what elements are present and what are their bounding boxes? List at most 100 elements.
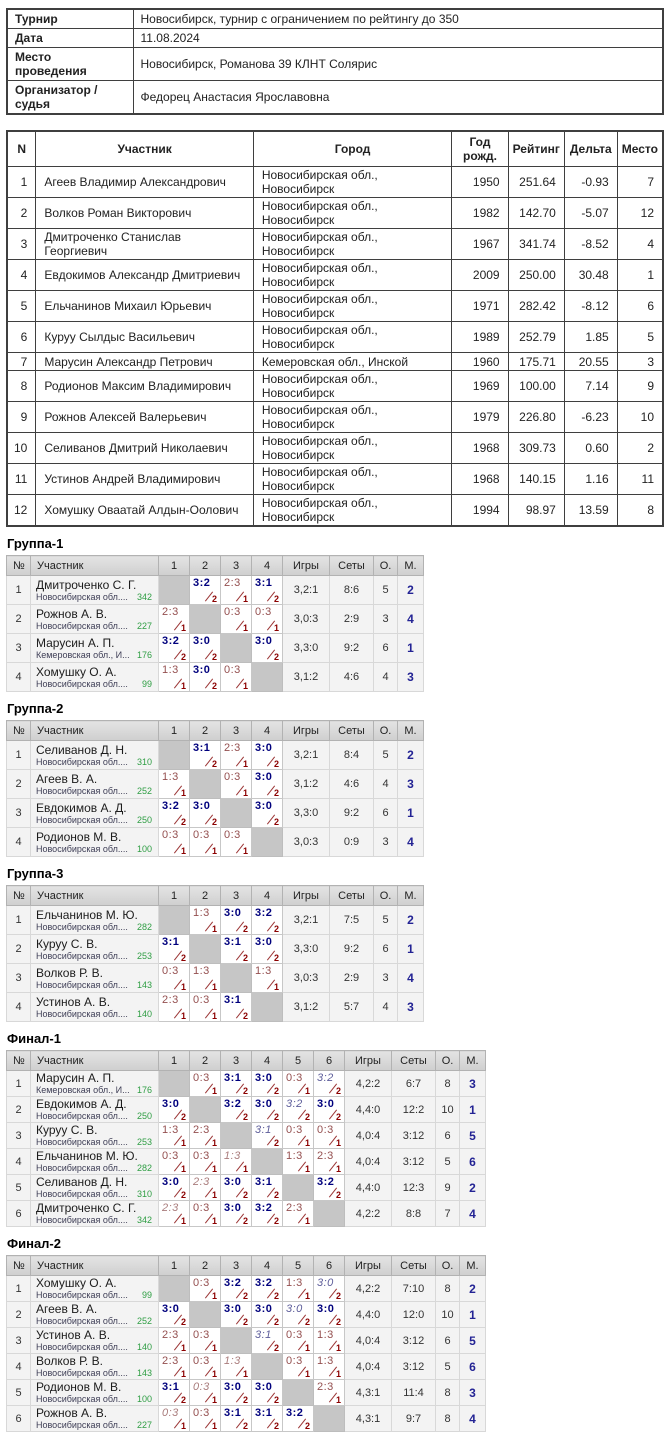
diagonal-cell <box>158 575 190 605</box>
match-score: 1:3 <box>162 664 179 676</box>
match-points: 1 <box>180 623 186 633</box>
crosstables: Группа-1 № Участник 1 2 3 4 Игры Сеты О. М. 1 Дмитро… <box>6 537 666 1432</box>
score-cell: 3:1 2 <box>251 1174 283 1201</box>
participant-city: Новосибирская обл., Новосибирск <box>252 370 453 402</box>
row-number: 4 <box>6 992 31 1022</box>
match-points: 2 <box>304 1317 310 1327</box>
match-points: 2 <box>273 594 279 604</box>
participant-delta: 30.48 <box>563 259 618 291</box>
match-points: 1 <box>211 1164 217 1174</box>
player-name: Волков Р. В. <box>36 1354 103 1368</box>
score-cell: 3:0 2 <box>251 934 283 964</box>
player-club-line: Новосибирская обл.... 282 <box>36 922 154 932</box>
participant-rating: 282.42 <box>507 290 565 322</box>
participant-delta: -8.12 <box>563 290 618 322</box>
crosstable-row: 2 Агеев В. А. Новосибирская обл.... 252 3:0 2… <box>6 1301 486 1328</box>
match-points: 2 <box>180 1190 186 1200</box>
participant-birth-year: 1969 <box>451 370 509 402</box>
column-header-points: О. <box>373 720 398 741</box>
column-header-points: О. <box>373 555 398 576</box>
crosstable-row: 1 Ельчанинов М. Ю. Новосибирская обл.... 28… <box>6 905 424 935</box>
match-score: 3:2 <box>193 577 211 589</box>
player-club: Новосибирская обл.... <box>36 1290 128 1300</box>
match-points: 1 <box>335 1369 341 1379</box>
match-points: 2 <box>180 652 186 662</box>
match-score: 3:1 <box>162 1381 180 1393</box>
match-points: 2 <box>242 924 248 934</box>
score-cell: 1:3 1 <box>158 662 190 692</box>
games-summary: 4,0:4 <box>344 1327 392 1354</box>
match-points: 1 <box>211 1291 217 1301</box>
score-cell: 3:2 2 <box>251 1200 283 1227</box>
crosstable-header: № Участник 1 2 3 4 Игры Сеты О. М. <box>6 885 424 906</box>
score-cell: 3:0 2 <box>220 1174 252 1201</box>
crosstable-body: 1 Ельчанинов М. Ю. Новосибирская обл.... 28… <box>6 905 424 1022</box>
points-total: 8 <box>435 1379 460 1406</box>
tournament-info-table: Турнир Новосибирск, турнир с ограничением… <box>6 8 664 115</box>
column-header-number: № <box>6 1050 31 1071</box>
score-cell: 1:3 1 <box>251 963 283 993</box>
column-header-games: Игры <box>282 555 330 576</box>
player-club-line: Новосибирская обл.... 310 <box>36 1189 154 1199</box>
player-club-line: Новосибирская обл.... 99 <box>36 1290 154 1300</box>
row-number: 2 <box>6 1301 31 1328</box>
player-name: Дмитроченко С. Г. <box>36 577 137 592</box>
row-number: 4 <box>6 827 31 857</box>
participants-header: N Участник Город Год рожд. Рейтинг Дельта Мест… <box>6 130 664 167</box>
diagonal-cell <box>158 905 190 935</box>
score-cell: 3:0 2 <box>251 1301 283 1328</box>
crosstable-title: Финал-1 <box>7 1031 61 1046</box>
crosstable-row: 2 Агеев В. А. Новосибирская обл.... 252 1:3 1… <box>6 769 424 799</box>
participant-rating: 140.15 <box>507 463 565 495</box>
player-club: Новосибирская обл.... <box>36 1316 128 1326</box>
column-header-points: О. <box>435 1050 460 1071</box>
sets-summary: 12:0 <box>391 1301 436 1328</box>
column-header-sets: Сеты <box>391 1255 436 1276</box>
points-total: 5 <box>373 740 398 770</box>
crosstable-row: 3 Марусин А. П. Кемеровская обл., И... 176 3… <box>6 633 424 663</box>
match-points: 2 <box>211 759 217 769</box>
row-number: 2 <box>6 1096 31 1123</box>
player-club: Новосибирская обл.... <box>36 1215 128 1225</box>
score-cell: 2:3 1 <box>158 1327 190 1354</box>
crosstable-header-row: № Участник 1 2 3 4 Игры Сеты О. М. <box>6 555 424 576</box>
player-rating: 310 <box>136 1189 152 1199</box>
crosstable-row: 1 Хомушку О. А. Новосибирская обл.... 99 0:3… <box>6 1275 486 1302</box>
participant-city: Новосибирская обл., Новосибирск <box>252 401 453 433</box>
participant-delta: -6.23 <box>563 401 618 433</box>
participant-number: 5 <box>6 290 37 322</box>
match-score: 3:0 <box>193 635 211 647</box>
participant-row: 4 Евдокимов Александр Дмитриевич Новосибир… <box>6 259 664 291</box>
diagonal-cell <box>189 1096 221 1123</box>
diagonal-cell <box>251 1148 283 1175</box>
match-score: 3:0 <box>193 664 211 676</box>
score-cell: 3:0 2 <box>313 1096 345 1123</box>
player-cell: Селиванов Д. Н. Новосибирская обл.... 310 <box>30 740 159 770</box>
match-points: 1 <box>180 1011 186 1021</box>
player-rating: 227 <box>136 1420 152 1430</box>
player-club: Новосибирская обл.... <box>36 1342 128 1352</box>
score-cell: 0:3 1 <box>158 963 190 993</box>
participant-name: Евдокимов Александр Дмитриевич <box>35 259 254 291</box>
match-points: 1 <box>242 623 248 633</box>
participant-birth-year: 1968 <box>451 463 509 495</box>
score-cell: 3:0 2 <box>251 1379 283 1406</box>
player-club-line: Новосибирская обл.... 143 <box>36 1368 154 1378</box>
games-summary: 4,4:0 <box>344 1301 392 1328</box>
column-header-participant: Участник <box>30 885 159 906</box>
info-label: Организатор / судья <box>6 80 134 115</box>
player-club-line: Новосибирская обл.... 250 <box>36 1111 154 1121</box>
score-cell: 0:3 1 <box>282 1353 314 1380</box>
match-points: 1 <box>304 1369 310 1379</box>
player-club: Новосибирская обл.... <box>36 1111 128 1121</box>
crosstable-row: 5 Селиванов Д. Н. Новосибирская обл.... 310… <box>6 1174 486 1201</box>
sets-summary: 3:12 <box>391 1148 436 1175</box>
match-points: 2 <box>335 1317 341 1327</box>
final-place: 4 <box>397 604 424 634</box>
sets-summary: 7:5 <box>329 905 374 935</box>
points-total: 6 <box>435 1327 460 1354</box>
match-score: 2:3 <box>193 1176 210 1188</box>
column-header-games: Игры <box>282 720 330 741</box>
match-points: 2 <box>242 1011 248 1021</box>
match-points: 2 <box>273 1138 279 1148</box>
